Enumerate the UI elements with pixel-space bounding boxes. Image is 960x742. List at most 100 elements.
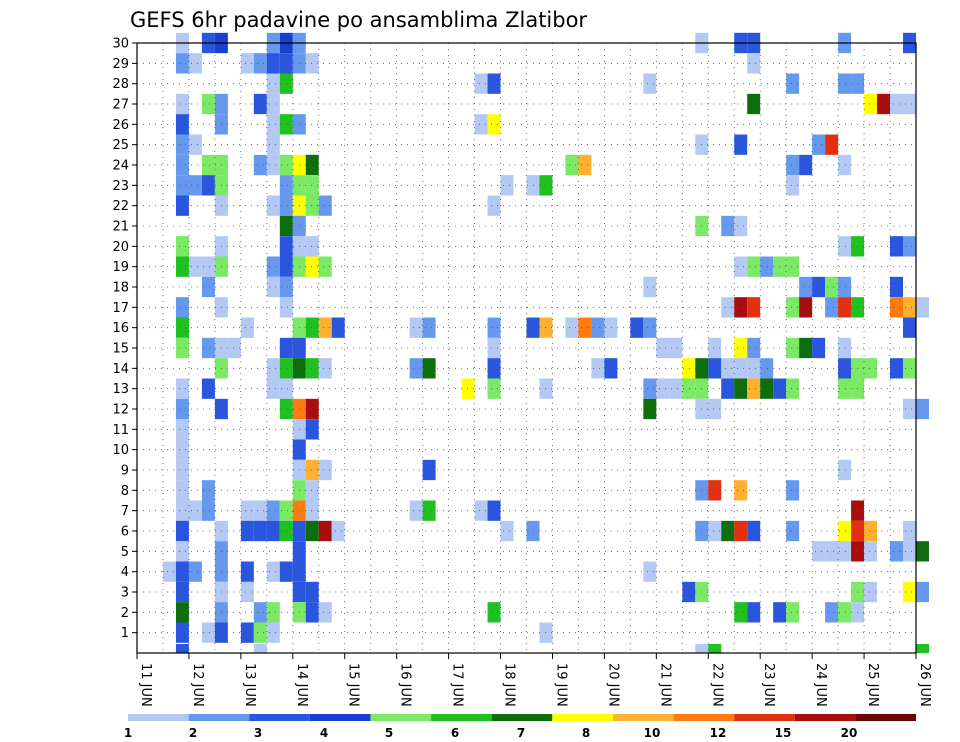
- heatmap-cell: [838, 378, 852, 399]
- legend-swatch: [491, 714, 553, 721]
- y-tick-label: 20: [112, 240, 129, 255]
- heatmap-cell: [201, 93, 215, 115]
- heatmap-cell: [578, 154, 592, 176]
- heatmap-cell: [305, 53, 319, 74]
- x-tick-label: 11 JUN: [138, 663, 153, 707]
- heatmap-cell: [916, 644, 929, 653]
- legend-label: 3: [254, 726, 262, 740]
- heatmap-cell: [487, 73, 501, 94]
- heatmap-cell: [253, 622, 267, 643]
- heatmap-cell: [708, 480, 722, 501]
- heatmap-cell: [422, 317, 436, 338]
- heatmap-cell: [175, 581, 189, 603]
- heatmap-cell: [721, 520, 735, 542]
- x-tick-label: 12 JUN: [190, 663, 205, 707]
- heatmap-cell: [903, 581, 916, 603]
- heatmap-cell: [500, 520, 514, 542]
- y-tick-label: 3: [121, 586, 129, 601]
- heatmap-cell: [565, 317, 579, 338]
- legend-label: 20: [841, 726, 858, 740]
- heatmap-cell: [669, 378, 683, 399]
- heatmap-cell: [708, 644, 722, 653]
- heatmap-cell: [734, 134, 748, 155]
- heatmap-cell: [903, 520, 916, 542]
- y-tick-label: 21: [112, 220, 129, 235]
- y-tick-label: 30: [112, 37, 129, 52]
- heatmap-cell: [266, 256, 280, 277]
- y-tick-label: 1: [121, 626, 129, 641]
- heatmap-cell: [682, 581, 696, 603]
- heatmap-cell: [682, 378, 696, 399]
- legend-swatch: [249, 714, 310, 721]
- heatmap-cell: [474, 114, 488, 135]
- heatmap-cell: [279, 215, 293, 237]
- heatmap-cell: [643, 398, 657, 420]
- heatmap-cell: [175, 337, 189, 359]
- heatmap-cell: [903, 297, 916, 318]
- heatmap-cell: [266, 358, 280, 379]
- heatmap-cell: [786, 480, 800, 501]
- heatmap-cell: [175, 520, 189, 542]
- heatmap-cell: [838, 297, 852, 318]
- heatmap-cell: [838, 276, 852, 298]
- y-tick-label: 19: [112, 260, 129, 275]
- heatmap-cell: [643, 378, 657, 399]
- legend-swatch: [309, 714, 371, 721]
- heatmap-cell: [305, 419, 319, 440]
- heatmap-cell: [201, 500, 215, 521]
- heatmap-cell: [266, 73, 280, 94]
- heatmap-cell: [318, 317, 332, 338]
- y-tick-label: 15: [112, 342, 129, 357]
- y-tick-label: 13: [112, 382, 129, 397]
- heatmap-cell: [474, 73, 488, 94]
- heatmap-cell: [643, 561, 657, 582]
- heatmap-cell: [604, 317, 618, 338]
- heatmap-cell: [747, 337, 761, 359]
- x-tick-label: 22 JUN: [709, 663, 724, 707]
- heatmap-cell: [890, 541, 904, 562]
- heatmap-cell: [305, 195, 319, 216]
- y-tick-label: 29: [112, 57, 129, 72]
- heatmap-cell: [656, 337, 670, 359]
- heatmap-cell: [175, 53, 189, 74]
- heatmap-cell: [708, 337, 722, 359]
- heatmap-cell: [786, 297, 800, 318]
- heatmap-cell: [175, 134, 189, 155]
- heatmap-cell: [916, 297, 929, 318]
- heatmap-cell: [721, 378, 735, 399]
- legend-label: 1: [124, 726, 132, 740]
- heatmap-cell: [318, 602, 332, 623]
- legend-swatch: [552, 714, 613, 721]
- heatmap-cell: [838, 337, 852, 359]
- x-tick-label: 21 JUN: [657, 663, 672, 707]
- heatmap-cell: [279, 500, 293, 521]
- heatmap-cell: [175, 378, 189, 399]
- legend-swatch: [128, 714, 189, 721]
- heatmap-cell: [279, 337, 293, 359]
- heatmap-cell: [240, 500, 254, 521]
- legend-label: 6: [451, 726, 459, 740]
- legend-swatch: [734, 714, 795, 721]
- legend-swatch: [188, 714, 250, 721]
- legend-label: 10: [644, 726, 661, 740]
- heatmap-cell: [786, 256, 800, 277]
- heatmap-cell: [266, 134, 280, 155]
- heatmap-cell: [487, 378, 501, 399]
- heatmap-cell: [903, 398, 916, 420]
- heatmap-cell: [175, 317, 189, 338]
- heatmap-cell: [279, 73, 293, 94]
- heatmap-cell: [188, 500, 202, 521]
- x-tick-label: 14 JUN: [294, 663, 309, 707]
- heatmap-cell: [201, 276, 215, 298]
- heatmap-cell: [747, 602, 761, 623]
- heatmap-cell: [305, 459, 319, 481]
- heatmap-cell: [279, 154, 293, 176]
- heatmap-cell: [175, 256, 189, 277]
- heatmap-cell: [409, 500, 423, 521]
- heatmap-cell: [266, 622, 280, 643]
- heatmap-cell: [188, 53, 202, 74]
- y-tick-label: 28: [112, 77, 129, 92]
- heatmap-cell: [266, 93, 280, 115]
- heatmap-cell: [279, 378, 293, 399]
